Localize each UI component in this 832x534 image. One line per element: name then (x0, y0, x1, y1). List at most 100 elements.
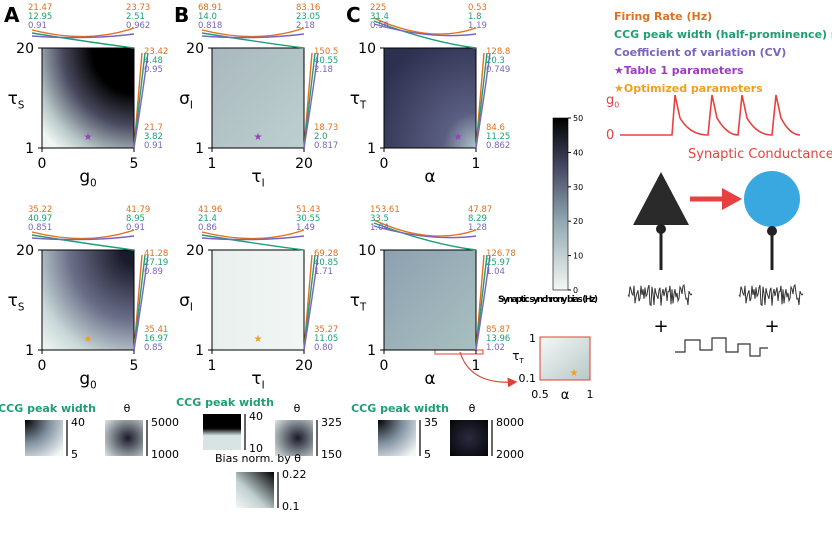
annotation-value: 2.18 (296, 21, 315, 31)
inset-y-label: τT (512, 349, 524, 365)
marginal-curve-top (31, 229, 135, 240)
schematic (620, 94, 804, 357)
colorbar-tick-label: 10 (573, 252, 583, 261)
legend-entry: Firing Rate (Hz) (614, 10, 712, 23)
small-map-title: CCG peak width (0, 402, 96, 415)
y-tick-label: 20 (16, 243, 34, 259)
small-map-tick-label: 2000 (496, 448, 524, 461)
panel-letter: A (4, 3, 20, 27)
x-axis-label-sub: I (262, 178, 265, 189)
inset-y-tick-label: 0.1 (519, 372, 537, 385)
small-map-tick-label: 5 (71, 448, 78, 461)
annotation-value: 0.80 (314, 343, 333, 353)
small-heatmap (275, 420, 313, 456)
heatmap-frame (41, 47, 135, 149)
annotation-value: 21.4 (198, 214, 217, 224)
y-axis-label: τT (350, 291, 367, 313)
x-axis-label: g0 (79, 369, 96, 391)
inset-heatmap (539, 336, 591, 381)
annotation-value: 0.962 (126, 21, 150, 31)
y-axis-label-base: τ (8, 89, 18, 109)
annotation-value: 23.73 (126, 3, 150, 13)
small-heatmap (378, 420, 416, 456)
annotation-value: 30.55 (296, 214, 320, 224)
marginal-curve-top (31, 235, 135, 241)
annotation-value: 0.91 (28, 21, 47, 31)
annotation-value: 20.3 (486, 56, 505, 66)
marginal-curve-top (201, 229, 305, 240)
y-tick-label: 1 (367, 141, 376, 157)
parameter-star: ★ (84, 132, 93, 143)
annotation-value: 21.47 (28, 3, 52, 13)
legend-text: Table 1 parameters (624, 64, 744, 77)
annotation-value: 13.96 (486, 334, 510, 344)
conductance-label: Synaptic Conductance (688, 147, 832, 162)
y-tick-label: 20 (186, 41, 204, 57)
legend-entry: CCG peak width (half-prominence) ms (614, 28, 832, 41)
marginal-curve-right (475, 254, 491, 351)
y-tick-label: 1 (25, 141, 34, 157)
annotation-value: 27.19 (144, 258, 168, 268)
annotation-value: 0.91 (126, 223, 145, 233)
annotation-value: 1.28 (468, 223, 487, 233)
parameter-star: ★ (454, 132, 463, 143)
y-axis-label: σI (179, 291, 193, 313)
x-tick-label: 5 (130, 358, 139, 374)
inset-y-tick-label: 1 (529, 332, 536, 345)
annotation-value: 40.85 (314, 258, 338, 268)
marginal-curve-top (31, 33, 135, 39)
annotation-value: 35.22 (28, 205, 52, 215)
annotation-value: 0.91 (144, 141, 163, 151)
heatmap (384, 250, 476, 350)
annotation-value: 85.87 (486, 325, 510, 335)
annotation-value: 225 (370, 3, 386, 13)
x-tick-label: 1 (208, 156, 217, 172)
annotation-value: 83.16 (296, 3, 320, 13)
annotation-value: 1.04 (370, 223, 389, 233)
small-map-tick-label: 5000 (151, 416, 179, 429)
small-map-tick-label: 0.1 (282, 500, 300, 513)
heatmap-frame (211, 47, 305, 149)
parameter-star: ★ (84, 334, 93, 345)
annotation-value: 35.27 (314, 325, 338, 335)
annotation-value: 0.86 (198, 223, 217, 233)
small-map-title: CCG peak width (176, 396, 274, 409)
inset-y-label-base: τ (512, 349, 519, 363)
annotation-value: 51.43 (296, 205, 320, 215)
y-axis-label: σI (179, 89, 193, 111)
noise-trace (627, 284, 693, 307)
heatmap (42, 48, 134, 148)
inset-x-tick-label: 0.5 (531, 388, 549, 401)
annotation-value: 3.82 (144, 132, 163, 142)
marginal-curve-top (201, 234, 305, 251)
annotation-value: 11.05 (314, 334, 338, 344)
y-axis-label-base: τ (350, 89, 360, 109)
x-axis-label-base: τ (251, 167, 261, 187)
colorbar-label: Synaptic synchrony bias (Hz) (498, 295, 598, 305)
stem-dot (767, 226, 777, 236)
annotation-value: 8.29 (468, 214, 487, 224)
small-map-tick-label: 10 (249, 442, 263, 455)
x-axis-label: τI (251, 167, 264, 189)
small-map-title: θ (469, 402, 476, 415)
annotation-value: 0.53 (468, 3, 487, 13)
annotation-value: 0.862 (486, 141, 510, 151)
annotation-value: 1.71 (314, 267, 333, 277)
y-tick-label: 1 (195, 141, 204, 157)
x-tick-label: 0 (38, 358, 47, 374)
annotation-value: 0.817 (314, 141, 338, 151)
annotation-value: 18.73 (314, 123, 338, 133)
annotation-value: 41.96 (198, 205, 222, 215)
marginal-curve-top (201, 32, 305, 49)
x-tick-label: 20 (295, 156, 313, 172)
annotation-value: 84.6 (486, 123, 505, 133)
x-axis-label: α (424, 369, 435, 389)
plus-sign: + (764, 316, 779, 337)
marginal-curve-top (373, 17, 477, 35)
annotation-value: 16.97 (144, 334, 168, 344)
marginal-curve-right (133, 254, 149, 351)
annotation-value: 25.97 (486, 258, 510, 268)
small-heatmap (105, 420, 143, 456)
legend-marker: ★ (614, 82, 624, 95)
annotation-value: 0.749 (486, 65, 510, 75)
